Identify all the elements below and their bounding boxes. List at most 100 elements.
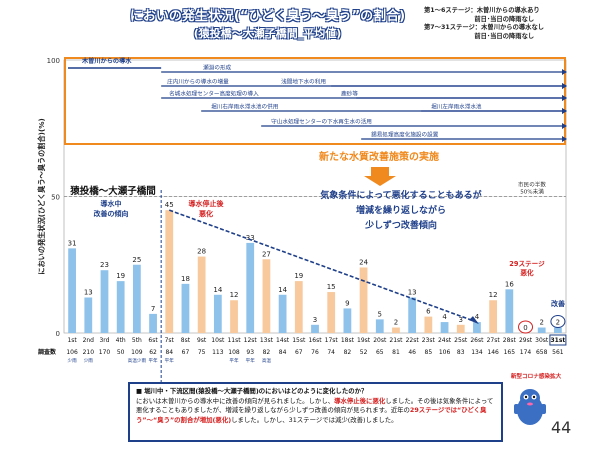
left-trend-1: 導水中 (101, 199, 122, 208)
survey-count-7st: 84 (165, 349, 173, 356)
bar-24st (440, 322, 449, 333)
value-label-7st: 45 (165, 201, 174, 209)
xtick-16st: 16st (308, 337, 322, 344)
sub-label-6st: 平年 (148, 357, 158, 364)
survey-count-15st: 67 (295, 349, 303, 356)
survey-count-9st: 75 (198, 349, 206, 356)
stage31-circle (550, 315, 566, 329)
value-label-3rd: 23 (100, 261, 109, 269)
xtick-17st: 17st (325, 337, 339, 344)
xtick-21st: 21st (389, 337, 403, 344)
value-label-5th: 25 (132, 256, 141, 264)
survey-count-5th: 109 (131, 349, 143, 356)
bar-5th (132, 264, 141, 333)
bar-14st (278, 294, 287, 333)
trend-line (168, 209, 478, 323)
bar-7st (165, 210, 174, 333)
improve-note: 改善 (551, 299, 565, 308)
bar-30st (537, 327, 546, 333)
measure-label-0: 瀬淵の形成 (203, 64, 231, 72)
xtick-31st: 31st (551, 337, 566, 344)
survey-count-30st: 658 (536, 349, 548, 356)
measure-label-1: 庄内川からの導水の増量 (167, 78, 229, 86)
survey-count-13st: 82 (263, 349, 271, 356)
ytick-50: 50 (51, 194, 60, 202)
measure-arrow-8 (562, 136, 567, 142)
survey-count-12st: 93 (246, 349, 254, 356)
measure-label-8: 錫易処理高度化施設の設置 (371, 131, 439, 139)
ytick-100: 100 (47, 57, 60, 65)
sub-label-11st: 平年 (229, 357, 239, 364)
value-label-26st: 4 (475, 313, 480, 321)
sub-label-7st: 平年 (165, 357, 175, 364)
xtick-2nd: 2nd (83, 337, 95, 344)
xtick-18st: 18st (341, 337, 355, 344)
sub-label-5th: 高温少雨 (128, 357, 147, 364)
ylabel: においの発生状況(ひどく臭う〜臭うの割合)(%) (37, 118, 46, 274)
bar-25st (456, 324, 465, 333)
measure-arrow-7 (562, 123, 567, 129)
sub-label-13st: 高温 (262, 357, 272, 364)
measure-left-label: 木曽川からの導水 (81, 57, 132, 65)
survey-count-29st: 174 (520, 349, 532, 356)
bar-1st (68, 248, 76, 333)
value-label-29st: 0 (523, 324, 527, 332)
value-label-8st: 18 (181, 275, 190, 283)
section-label: 猿投橋〜大瀬子橋間 (69, 185, 156, 197)
xtick-5th: 5th (132, 337, 142, 344)
trend-text-1: 気象条件によって悪化することもあるが (320, 189, 482, 201)
bar-10st (213, 294, 222, 333)
xtick-23st: 23st (422, 337, 436, 344)
survey-count-2nd: 210 (83, 349, 95, 356)
xtick-24st: 24st (438, 337, 452, 344)
survey-count-31st: 561 (552, 349, 564, 356)
value-label-25st: 3 (459, 316, 463, 324)
bar-8st (181, 283, 190, 333)
survey-count-23st: 85 (425, 349, 433, 356)
xtick-14st: 14st (276, 337, 290, 344)
xtick-3rd: 3rd (99, 337, 109, 344)
xtick-22st: 22st (406, 337, 420, 344)
bar-12st (246, 242, 255, 333)
note-text-f: (悪化) (212, 415, 232, 424)
measure-label-4: 鹿砂等 (341, 90, 358, 98)
value-label-13st: 27 (262, 250, 271, 258)
xtick-4th: 4th (116, 337, 126, 344)
value-label-23st: 6 (426, 308, 431, 316)
bar-18st (343, 308, 352, 333)
note-text-d: ずつ改善の傾向が見られます。近年の (301, 406, 410, 415)
xtick-1st: 1st (67, 337, 77, 344)
survey-count-18st: 82 (344, 349, 352, 356)
bar-31st (554, 327, 562, 333)
value-label-18st: 9 (345, 299, 349, 307)
xtick-9st: 9st (197, 337, 207, 344)
xtick-30st: 30st (535, 337, 549, 344)
measure-label-5: 堀川右岸雨水滞水池の供用 (211, 103, 278, 111)
header-note-1: 第1〜6ステージ：木曽川からの導水あり (424, 7, 540, 14)
measure-arrow-0 (562, 69, 567, 75)
value-label-22st: 13 (408, 289, 417, 297)
note-text-b: 導水停止後に悪化 (334, 396, 386, 405)
down-arrow (364, 167, 396, 186)
bar-4th (116, 281, 125, 333)
xtick-6st: 6st (148, 337, 158, 344)
survey-count-21st: 81 (392, 349, 400, 356)
survey-label: 調査数 (38, 348, 57, 356)
survey-count-3rd: 170 (99, 349, 111, 356)
value-label-1st: 31 (68, 239, 77, 247)
note-text-c: しました。その後は気象条件によって悪化することもありましたが、増減を繰り返しなが… (136, 396, 494, 415)
bar-2nd (84, 297, 93, 333)
survey-count-14st: 84 (279, 349, 287, 356)
note-text-g: しました。しかし、31ステージでは減少(改善)しました。 (231, 415, 398, 424)
value-label-4th: 19 (116, 272, 125, 280)
value-label-2nd: 13 (84, 289, 93, 297)
xtick-7st: 7st (165, 337, 175, 344)
survey-count-1st: 106 (66, 349, 78, 356)
mascot-icon (514, 389, 546, 425)
value-label-21st: 2 (394, 319, 398, 327)
threshold-label-1: 市民の半数 (518, 181, 546, 189)
xtick-12st: 12st (244, 337, 258, 344)
measure-label-6: 堀川左岸雨水滞水池 (431, 103, 482, 111)
